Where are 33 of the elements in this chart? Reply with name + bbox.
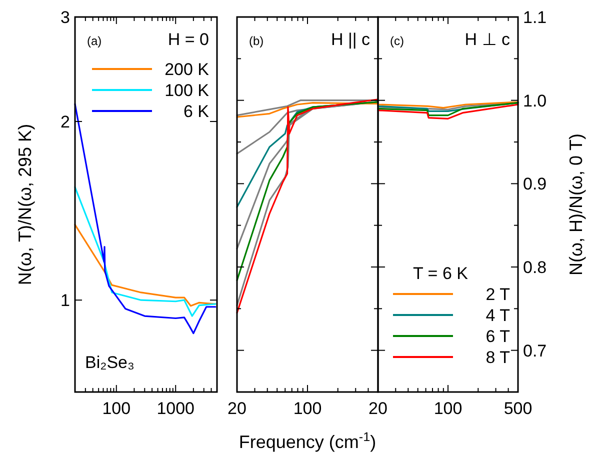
y2-axis-title: N(ω, H)/N(ω, 0 T) [566, 133, 586, 276]
legend-label: 2 T [486, 284, 510, 304]
annotation: Bi₂Se₃ [85, 353, 134, 372]
x-tick-label: 100 [434, 399, 462, 418]
x-tick-label: 100 [102, 399, 131, 418]
y2-tick-label: 0.8 [523, 258, 547, 277]
legend-label: 6 K [183, 102, 210, 121]
annotation: (a) [87, 34, 102, 48]
x-tick-label: 500 [504, 399, 532, 418]
annotation: H = 0 [168, 30, 209, 49]
annotation: (c) [390, 34, 404, 48]
legend-label: 6 T [486, 326, 510, 346]
legend-label: 4 T [486, 306, 510, 325]
y-tick-label: 1 [60, 291, 70, 310]
x-tick-label: 100 [293, 399, 322, 418]
y2-tick-label: 0.7 [523, 341, 547, 360]
legend-label: 100 K [164, 80, 210, 100]
annotation: H || c [330, 30, 370, 49]
x-tick-label: 20 [228, 399, 246, 418]
text: 1.0 [523, 91, 547, 110]
legend-title: T = 6 K [413, 264, 469, 283]
y2-tick-label: 1.1 [523, 8, 547, 27]
y-axis-title: N(ω, T)/N(ω, 295 K) [15, 124, 35, 286]
legend-label: 200 K [164, 60, 210, 79]
x-tick-label: 1000 [156, 399, 195, 418]
x-axis-title: Frequency (cm$^{-1}$) [238, 430, 376, 452]
x-tick-label: 20 [368, 399, 388, 418]
annotation: (b) [249, 34, 264, 48]
annotation: H ⊥ c [464, 30, 510, 49]
y2-tick-label: 0.9 [523, 174, 547, 194]
y-tick-label: 2 [60, 112, 70, 132]
y-tick-label: 3 [60, 8, 70, 27]
legend-label: 8 T [486, 348, 510, 367]
